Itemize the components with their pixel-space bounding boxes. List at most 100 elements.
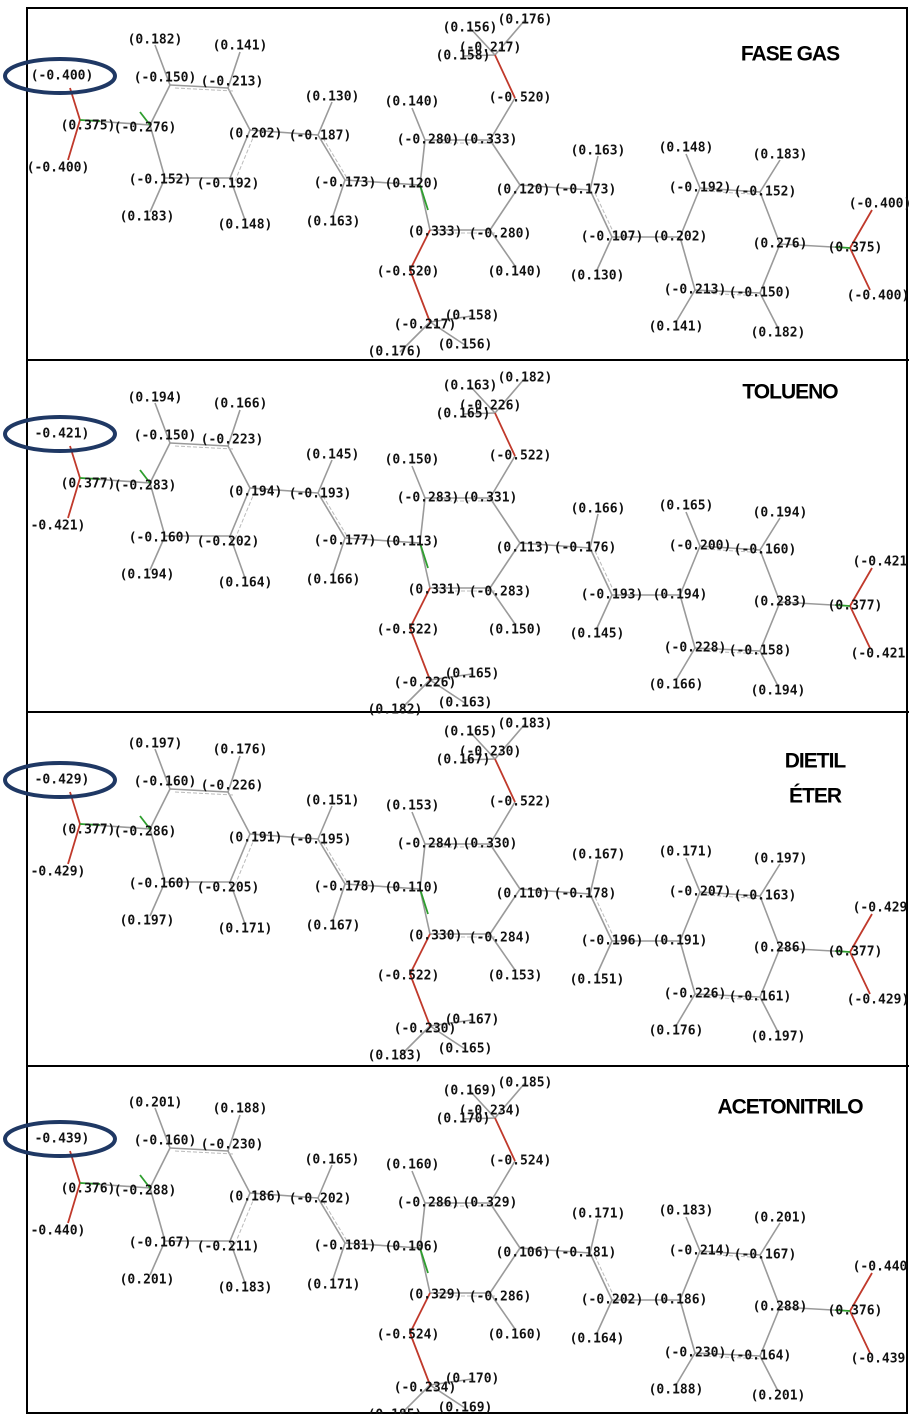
charge-label: (-0.522) <box>377 623 440 638</box>
charge-label: (-0.524) <box>489 1154 552 1169</box>
charge-label: (0.113) <box>385 535 440 550</box>
charge-label: (-0.187) <box>289 129 352 144</box>
charge-label: (-0.158) <box>729 644 792 659</box>
charge-label: (0.197) <box>751 1030 806 1045</box>
charge-label: (0.333) <box>408 225 463 240</box>
charge-label: (0.158) <box>445 309 500 324</box>
bond <box>228 792 250 834</box>
charge-label: (0.176) <box>213 743 268 758</box>
charge-label: (-0.288) <box>114 1184 177 1199</box>
charge-label: (-0.223) <box>201 433 264 448</box>
charge-label: (0.176) <box>498 13 553 28</box>
charge-label: (0.331) <box>463 491 518 506</box>
charge-label: (0.167) <box>436 753 491 768</box>
charge-label: (0.182) <box>368 703 423 718</box>
charge-label: (-0.400) <box>849 197 909 212</box>
charge-label: (-0.202) <box>289 1192 352 1207</box>
charge-label: (0.171) <box>571 1207 626 1222</box>
charge-label: (-0.207) <box>669 885 732 900</box>
charge-label: (0.169) <box>438 1401 493 1414</box>
panel-title: TOLUENO <box>742 381 838 404</box>
charge-label: (0.130) <box>305 90 360 105</box>
charge-label: (0.171) <box>659 845 714 860</box>
charge-label: (0.185) <box>368 1408 423 1414</box>
charge-label: (-0.107) <box>581 230 644 245</box>
charge-label: (-0.520) <box>377 265 440 280</box>
charge-label: (0.145) <box>570 627 625 642</box>
charge-label: (-0.200) <box>669 539 732 554</box>
charge-label: (0.201) <box>120 1273 175 1288</box>
charge-label: -0.429) <box>35 773 90 788</box>
charge-label: (0.120) <box>496 183 551 198</box>
charge-label: (-0.522) <box>489 795 552 810</box>
charge-label: (0.120) <box>385 177 440 192</box>
charge-label: (-0.400) <box>847 289 909 304</box>
bond <box>150 85 170 125</box>
charge-label: (0.141) <box>213 39 268 54</box>
charge-label: (0.113) <box>496 541 551 556</box>
charge-label: (0.151) <box>305 794 360 809</box>
charge-label: (0.188) <box>213 1102 268 1117</box>
charge-label: -0.439) <box>35 1132 90 1147</box>
charge-label: (0.197) <box>753 852 808 867</box>
charge-label: -0.429) <box>31 865 86 880</box>
charge-label: (0.201) <box>751 1389 806 1404</box>
charge-label: (-0.163) <box>734 889 797 904</box>
charge-label: (0.165) <box>445 667 500 682</box>
charge-label: (0.151) <box>570 973 625 988</box>
charge-label: (-0.429 <box>853 901 908 916</box>
charge-label: (0.183) <box>753 148 808 163</box>
charge-label: (-0.160) <box>134 1134 197 1149</box>
charge-label: (0.182) <box>128 33 183 48</box>
charge-label: (0.169) <box>443 1084 498 1099</box>
charge-label: (0.194) <box>120 568 175 583</box>
charge-label: -0.440) <box>31 1224 86 1239</box>
charge-label: (0.167) <box>445 1013 500 1028</box>
charge-label: (0.140) <box>385 95 440 110</box>
charge-label: (-0.522) <box>489 449 552 464</box>
charge-label: (-0.522) <box>377 969 440 984</box>
charge-label: (0.329) <box>463 1196 518 1211</box>
charge-label: (0.183) <box>368 1049 423 1064</box>
charge-label: (0.167) <box>571 848 626 863</box>
charge-label: (-0.150) <box>134 71 197 86</box>
charge-label: (0.201) <box>128 1096 183 1111</box>
charge-label: (-0.276) <box>114 121 177 136</box>
charge-label: (0.183) <box>120 210 175 225</box>
charge-label: (-0.160) <box>129 877 192 892</box>
charge-label: (-0.286) <box>397 1196 460 1211</box>
charge-label: (-0.286) <box>114 825 177 840</box>
charge-label: -0.421) <box>35 427 90 442</box>
charge-label: (0.194) <box>751 684 806 699</box>
charge-label: (-0.226) <box>664 987 727 1002</box>
charge-label: (0.197) <box>128 737 183 752</box>
charge-label: (0.164) <box>570 1332 625 1347</box>
charge-label: (-0.164) <box>729 1349 792 1364</box>
charge-label: (0.188) <box>649 1383 704 1398</box>
bond <box>150 443 170 483</box>
charge-label: (0.145) <box>305 448 360 463</box>
charge-label: (0.288) <box>753 1300 808 1315</box>
charge-label: (-0.173) <box>554 183 617 198</box>
charge-label: (-0.167) <box>734 1248 797 1263</box>
charge-label: (0.160) <box>488 1328 543 1343</box>
charge-label: (0.163) <box>306 215 361 230</box>
charge-label: (0.165) <box>443 725 498 740</box>
charge-label: (0.166) <box>213 397 268 412</box>
charge-label: (0.183) <box>218 1281 273 1296</box>
charge-label: (0.150) <box>488 623 543 638</box>
charge-label: (-0.152) <box>734 185 797 200</box>
molecule-panel: (0.201)(0.188)-0.439)(-0.160)(-0.230)(0.… <box>5 1076 908 1414</box>
charge-label: (0.186) <box>653 1293 708 1308</box>
charge-label: (0.163) <box>443 379 498 394</box>
charge-label: (-0.202) <box>197 535 260 550</box>
charge-label: (0.176) <box>368 345 423 360</box>
charge-label: (-0.196) <box>581 934 644 949</box>
charge-label: (-0.421 <box>851 647 906 662</box>
charge-label: (0.153) <box>488 969 543 984</box>
charge-label: (0.106) <box>496 1246 551 1261</box>
bond <box>228 88 250 130</box>
charge-label: (-0.160) <box>134 775 197 790</box>
charge-label: (0.156) <box>443 21 498 36</box>
panel-title: ÉTER <box>789 785 842 808</box>
